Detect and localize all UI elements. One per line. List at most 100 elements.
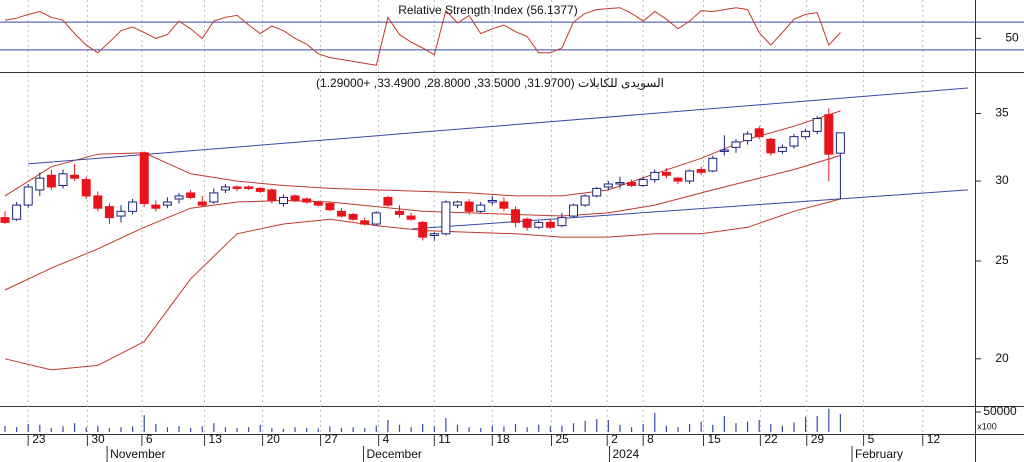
candle-body — [580, 195, 590, 206]
candle-body — [232, 186, 242, 189]
candle-body — [360, 220, 370, 225]
candle-body — [186, 192, 196, 198]
candle-body — [545, 221, 555, 228]
candle-body — [406, 215, 416, 220]
candle-body — [638, 179, 648, 186]
x-tick-label: 30 — [91, 432, 105, 446]
x-tick-label: 11 — [438, 432, 451, 446]
candle-body — [754, 128, 764, 138]
candle-body — [615, 182, 625, 185]
rsi-tick-label: 50 — [1005, 31, 1019, 45]
candle-body — [0, 217, 10, 223]
month-label: December — [367, 447, 422, 461]
x-tick-label: 22 — [764, 432, 778, 446]
rsi-title: Relative Strength Index (56.1377) — [398, 3, 577, 17]
candle-body — [731, 141, 741, 148]
rsi-line — [4, 7, 841, 66]
candle-body — [116, 210, 126, 217]
candle-body — [383, 196, 393, 206]
candle-body — [418, 221, 428, 238]
candle-body — [453, 201, 463, 206]
candle-body — [661, 171, 671, 176]
candle-body — [719, 149, 729, 152]
x-tick-label: 4 — [383, 432, 390, 446]
candle-body — [650, 171, 660, 181]
candle-body — [592, 187, 602, 197]
band-line — [4, 155, 841, 291]
candle-body — [70, 174, 80, 179]
x-tick-label: 27 — [325, 432, 339, 446]
candle-body — [627, 182, 637, 186]
candle-body — [46, 174, 56, 188]
candle-body — [511, 209, 521, 223]
candle-body — [429, 233, 439, 236]
month-label: 2024 — [613, 447, 640, 461]
y-tick-label: 25 — [995, 253, 1009, 267]
candle-body — [302, 198, 312, 203]
x-tick-label: 20 — [267, 432, 281, 446]
x-tick-label: 15 — [707, 432, 721, 446]
candle-body — [139, 152, 149, 205]
candle-body — [441, 201, 451, 235]
candle-body — [81, 179, 91, 197]
candle-body — [487, 199, 497, 203]
x-tick-label: 6 — [146, 432, 153, 446]
candle-body — [58, 173, 68, 186]
candle-body — [394, 210, 404, 215]
candle-body — [313, 201, 323, 206]
candle-body — [812, 118, 822, 132]
x-tick-label: 8 — [647, 432, 654, 446]
candle-body — [162, 201, 172, 206]
candle-body — [174, 195, 184, 200]
candle-body — [464, 201, 474, 212]
candle-body — [23, 186, 33, 206]
candle-body — [197, 201, 207, 206]
candle-body — [824, 114, 834, 155]
y-tick-label: 30 — [995, 173, 1009, 187]
candle-body — [325, 203, 335, 211]
candle-body — [789, 136, 799, 147]
volume-tick-label: 50000 — [983, 404, 1017, 418]
candle-body — [696, 169, 706, 173]
candle-body — [12, 204, 22, 220]
candle-body — [766, 138, 776, 154]
candle-body — [93, 195, 103, 209]
x-tick-label: 13 — [209, 432, 223, 446]
volume-unit: x100 — [977, 421, 997, 431]
candle-body — [499, 201, 509, 209]
candle-body — [743, 133, 753, 142]
candle-body — [534, 221, 544, 228]
y-tick-label: 35 — [995, 106, 1009, 120]
candle-body — [348, 213, 358, 220]
x-tick-label: 2 — [611, 432, 618, 446]
candle-body — [603, 183, 613, 188]
candle-body — [371, 212, 381, 225]
candle-body — [151, 204, 161, 209]
x-tick-label: 5 — [868, 432, 875, 446]
candle-body — [255, 187, 265, 192]
x-tick-label: 29 — [811, 432, 825, 446]
trend-line — [28, 87, 969, 165]
candle-body — [476, 204, 486, 212]
x-tick-label: 12 — [927, 432, 941, 446]
month-label: November — [110, 447, 165, 461]
price-title: السويدى للكابلات (31.9700, 33.5000, 28.8… — [316, 76, 664, 91]
candle-body — [35, 177, 45, 191]
trend-line — [412, 189, 969, 230]
candle-body — [128, 201, 138, 212]
x-tick-label: 23 — [32, 432, 46, 446]
candle-body — [835, 132, 845, 154]
candle-body — [104, 206, 114, 219]
candle-body — [267, 189, 277, 201]
candle-body — [220, 186, 230, 191]
y-tick-label: 20 — [995, 351, 1009, 365]
x-tick-label: 25 — [555, 432, 569, 446]
candle-body — [557, 217, 567, 227]
candle-body — [685, 170, 695, 182]
candle-body — [708, 157, 718, 172]
candle-body — [278, 196, 288, 205]
month-label: February — [855, 447, 903, 461]
candle-body — [777, 146, 787, 152]
